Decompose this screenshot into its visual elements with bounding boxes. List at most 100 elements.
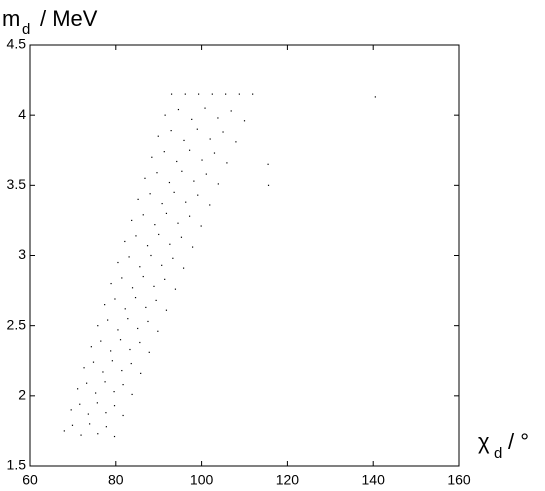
point (90, 346, 92, 348)
point (140, 372, 142, 374)
point (238, 93, 240, 95)
point (157, 135, 159, 137)
point (213, 152, 216, 154)
point (177, 108, 180, 111)
point (121, 277, 123, 279)
point (182, 267, 185, 269)
point (142, 214, 144, 216)
point (168, 181, 171, 184)
point (113, 391, 115, 393)
point (164, 114, 166, 116)
point (110, 282, 112, 285)
point (150, 254, 152, 257)
x-tick-label: 140 (362, 472, 386, 488)
point (200, 225, 202, 227)
point (230, 110, 232, 112)
point (267, 184, 270, 186)
point (243, 120, 246, 122)
point (209, 138, 211, 140)
x-tick-label: 80 (108, 472, 124, 488)
point (146, 245, 149, 247)
point (79, 403, 81, 405)
point (70, 409, 72, 411)
y-tick-label: 4.5 (7, 36, 27, 52)
y-tick-label: 3 (18, 246, 26, 262)
point (197, 194, 199, 196)
point (217, 183, 219, 185)
point (111, 360, 113, 362)
point (193, 180, 195, 182)
point (104, 381, 106, 383)
point (201, 159, 203, 161)
point (119, 339, 122, 341)
point (113, 405, 116, 407)
point (217, 117, 219, 119)
point (139, 341, 141, 344)
point (191, 118, 193, 120)
point (165, 212, 168, 214)
point (117, 329, 119, 331)
y-label-symbol: m (2, 6, 20, 31)
point (204, 107, 206, 109)
x-tick-label: 120 (276, 472, 300, 488)
point (155, 299, 157, 302)
point (183, 139, 185, 142)
point (176, 160, 178, 163)
x-tick-label: 100 (190, 472, 214, 488)
point (137, 327, 139, 330)
point (196, 128, 198, 130)
point (130, 362, 132, 365)
point (148, 351, 150, 353)
point (209, 204, 211, 206)
point (134, 297, 137, 299)
point (80, 434, 82, 436)
point (87, 413, 89, 415)
point (252, 93, 254, 95)
point (170, 130, 172, 132)
point (164, 278, 166, 280)
point (151, 156, 153, 158)
point (226, 162, 228, 164)
point (142, 275, 144, 278)
point (105, 412, 107, 414)
point (374, 96, 376, 98)
point (174, 288, 177, 290)
point (113, 435, 116, 438)
point (92, 361, 95, 363)
point (154, 224, 156, 226)
point (181, 170, 183, 172)
point (188, 215, 191, 217)
point (169, 243, 171, 245)
point (137, 198, 139, 200)
point (158, 233, 160, 236)
point (157, 330, 159, 332)
point (165, 309, 168, 311)
point (117, 261, 119, 264)
point (97, 325, 99, 327)
point (170, 93, 173, 95)
point (139, 266, 141, 268)
point (161, 264, 163, 266)
point (100, 340, 102, 342)
point (161, 202, 163, 205)
point (149, 193, 151, 195)
y-tick-label: 2 (18, 387, 26, 403)
point (124, 240, 126, 243)
x-tick-label: 160 (447, 472, 471, 488)
point (153, 285, 155, 287)
x-label-subscript: d (494, 445, 502, 462)
point (97, 433, 99, 435)
y-tick-label: 4 (18, 106, 26, 122)
plot-frame (29, 44, 460, 467)
y-label-subscript: d (22, 21, 30, 38)
y-tick-label: 3.5 (7, 176, 27, 192)
point (163, 151, 165, 153)
y-tick-label: 1.5 (7, 457, 27, 473)
point (144, 177, 146, 179)
point (235, 141, 237, 143)
point (131, 393, 133, 396)
point (135, 235, 137, 237)
point (89, 423, 91, 425)
point (129, 348, 131, 351)
